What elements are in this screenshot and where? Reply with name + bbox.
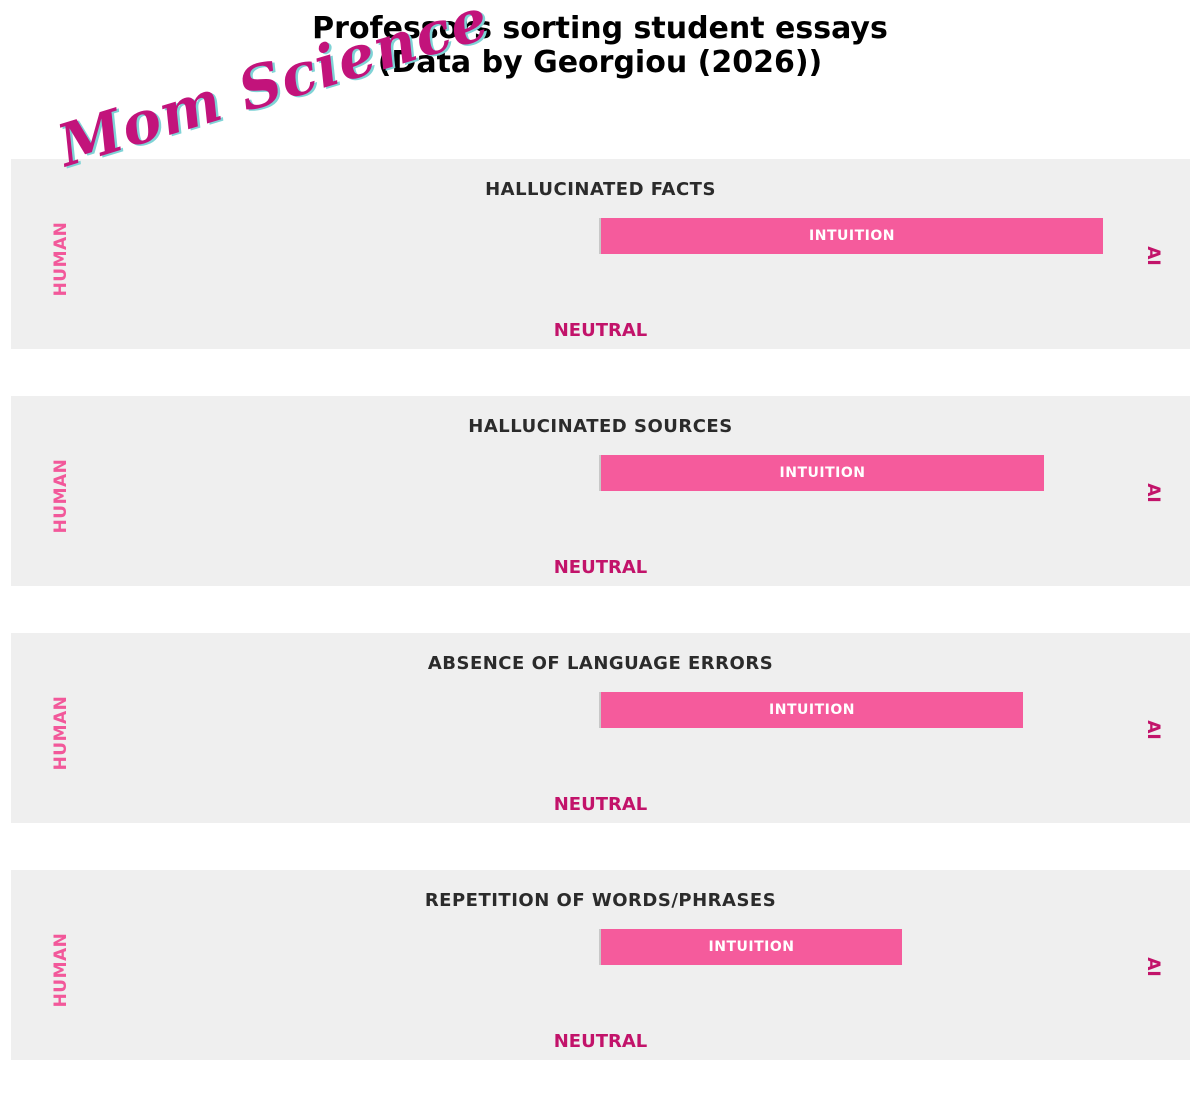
ai-axis-text: AI bbox=[1143, 720, 1163, 740]
ai-axis-text: AI bbox=[1143, 957, 1163, 977]
neutral-zero-line bbox=[599, 929, 601, 965]
neutral-zero-line bbox=[599, 455, 601, 491]
chart-panel: HALLUCINATED SOURCES HUMAN AI INTUITION NEUT… bbox=[11, 396, 1190, 586]
subtitle-line: (Data by Georgiou (2026)) bbox=[377, 45, 823, 80]
human-axis-label: HUMAN bbox=[49, 695, 73, 771]
chart-title: Professors sorting student essays (Data … bbox=[0, 12, 1200, 80]
human-axis-text: HUMAN bbox=[51, 221, 71, 297]
bar bbox=[601, 218, 1103, 254]
bar bbox=[601, 929, 902, 965]
panel-title: HALLUCINATED FACTS bbox=[485, 179, 716, 200]
neutral-axis-label: NEUTRAL bbox=[553, 1031, 648, 1052]
chart-panel: REPETITION OF WORDS/PHRASES HUMAN AI INTUIT… bbox=[11, 870, 1190, 1060]
title-line: Professors sorting student essays bbox=[312, 11, 888, 46]
human-axis-label: HUMAN bbox=[49, 932, 73, 1008]
ai-axis-text: AI bbox=[1143, 483, 1163, 503]
human-axis-text: HUMAN bbox=[51, 458, 71, 534]
neutral-zero-line bbox=[599, 692, 601, 728]
ai-axis-text: AI bbox=[1143, 246, 1163, 266]
bar-label: INTUITION bbox=[708, 939, 795, 955]
chart-panel: ABSENCE OF LANGUAGE ERRORS HUMAN AI INTUITI… bbox=[11, 633, 1190, 823]
bar bbox=[601, 692, 1023, 728]
ai-axis-label: AI bbox=[1141, 713, 1165, 747]
ai-axis-label: AI bbox=[1141, 476, 1165, 510]
neutral-axis-label: NEUTRAL bbox=[553, 794, 648, 815]
ai-axis-label: AI bbox=[1141, 239, 1165, 273]
chart-panel: HALLUCINATED FACTS HUMAN AI INTUITION NEUTRA… bbox=[11, 159, 1190, 349]
neutral-axis-label: NEUTRAL bbox=[553, 320, 648, 341]
panel-title: REPETITION OF WORDS/PHRASES bbox=[424, 890, 777, 911]
bar bbox=[601, 455, 1044, 491]
panel-title: ABSENCE OF LANGUAGE ERRORS bbox=[427, 653, 774, 674]
ai-axis-label: AI bbox=[1141, 950, 1165, 984]
human-axis-text: HUMAN bbox=[51, 932, 71, 1008]
human-axis-text: HUMAN bbox=[51, 695, 71, 771]
bar-label: INTUITION bbox=[809, 228, 895, 244]
human-axis-label: HUMAN bbox=[49, 221, 73, 297]
human-axis-label: HUMAN bbox=[49, 458, 73, 534]
bar-label: INTUITION bbox=[769, 702, 855, 718]
neutral-axis-label: NEUTRAL bbox=[553, 557, 648, 578]
bar-label: INTUITION bbox=[779, 465, 866, 481]
neutral-zero-line bbox=[599, 218, 601, 254]
panel-title: HALLUCINATED SOURCES bbox=[468, 416, 733, 437]
